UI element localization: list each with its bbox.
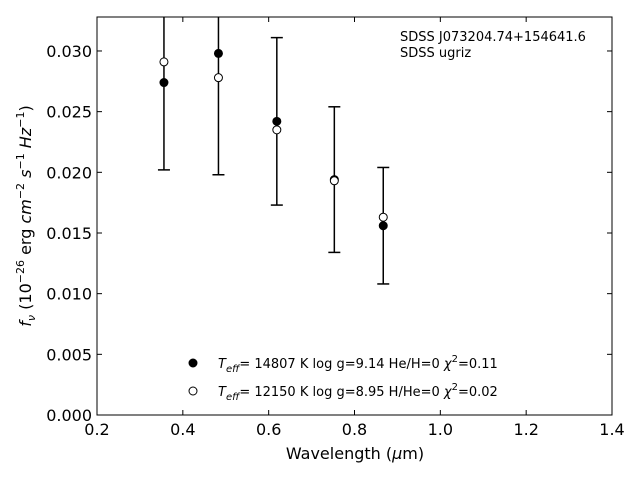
model-point-open — [329, 176, 339, 186]
x-tick-label: 0.8 — [342, 420, 367, 439]
model-point-open — [159, 57, 169, 67]
data-points — [159, 48, 388, 231]
model-point-filled — [378, 221, 388, 231]
y-tick-label: 0.030 — [46, 42, 92, 61]
model-point-filled — [213, 48, 223, 58]
x-tick-label: 1.4 — [599, 420, 624, 439]
x-tick-label: 0.6 — [256, 420, 281, 439]
annotation-filter-set: SDSS ugriz — [400, 46, 471, 61]
model-point-filled — [272, 116, 282, 126]
x-tick-label: 0.4 — [170, 420, 195, 439]
x-tick-label: 0.2 — [84, 420, 109, 439]
y-tick-label: 0.020 — [46, 163, 92, 182]
y-tick-label: 0.010 — [46, 285, 92, 304]
axis-ticks: 0.2 0.4 0.6 0.8 1.0 1.2 1.4 0.000 0.005 0.010 0.01… — [46, 17, 625, 439]
legend-marker-filled — [188, 358, 198, 368]
model-point-open — [378, 212, 388, 222]
model-point-open — [272, 125, 282, 135]
y-tick-label: 0.005 — [46, 345, 92, 364]
model-point-filled — [159, 78, 169, 88]
legend: Teff= 14807 K log g=9.14 He/H=0 χ2=0.11 T… — [188, 354, 498, 403]
legend-marker-open — [188, 386, 198, 396]
model-point-open — [213, 73, 223, 83]
legend-label: Teff= 14807 K log g=9.14 He/H=0 χ2=0.11 — [218, 354, 498, 375]
x-tick-label: 1.0 — [428, 420, 453, 439]
y-axis-label: fν (10−26 erg cm−2 s−1 Hz−1) — [14, 105, 38, 326]
annotation-object-name: SDSS J073204.74+154641.6 — [400, 30, 586, 45]
y-tick-label: 0.025 — [46, 103, 92, 122]
y-tick-label: 0.000 — [46, 406, 92, 425]
y-tick-label: 0.015 — [46, 224, 92, 243]
x-tick-label: 1.2 — [513, 420, 538, 439]
error-bars — [157, 17, 390, 285]
x-axis-label: Wavelength (μm) — [286, 444, 424, 463]
legend-label: Teff= 12150 K log g=8.95 H/He=0 χ2=0.02 — [218, 382, 498, 403]
plot-frame — [96, 16, 613, 416]
